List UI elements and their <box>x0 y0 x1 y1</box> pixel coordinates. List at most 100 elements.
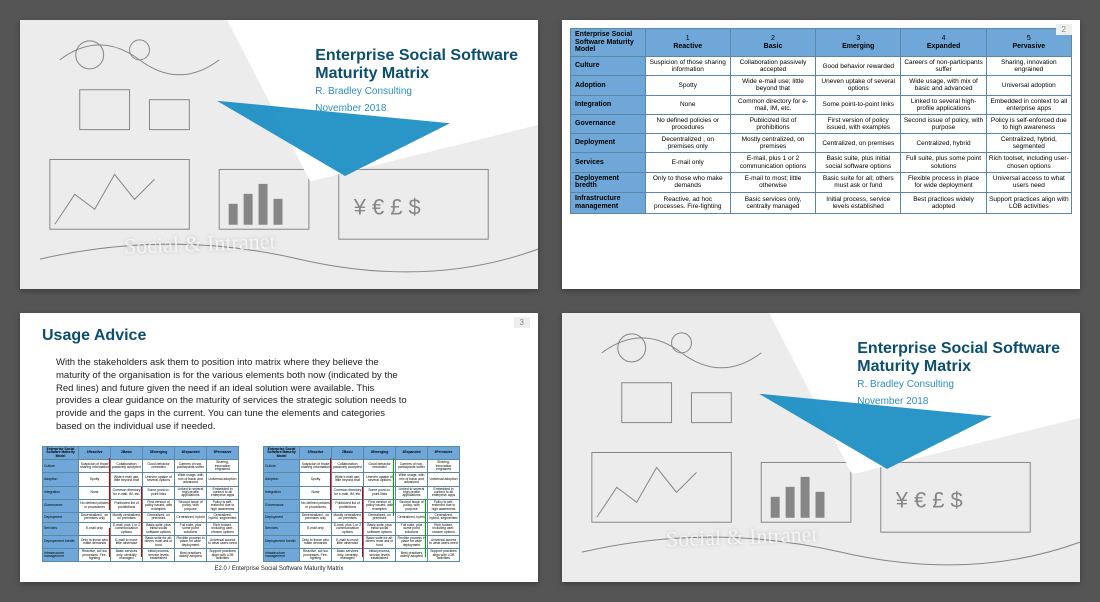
title-block: Enterprise Social Software Maturity Matr… <box>857 340 1064 407</box>
matrix-cell: Suspicion of those sharing information <box>645 57 730 76</box>
matrix-cell: Common directory for e-mail, IM, etc. <box>332 486 364 499</box>
matrix-cell: Embedded in context to all enterprise ap… <box>428 486 460 499</box>
green-guideline <box>393 458 394 517</box>
matrix-cell: Decentralized , on premises only <box>79 512 111 522</box>
matrix-cell: Spotty <box>645 76 730 95</box>
matrix-cell: E-mail, plus 1 or 2 communication option… <box>111 522 143 535</box>
matrix-cell: Careers of non-participants suffer <box>901 57 986 76</box>
matrix-cell: E-mail only <box>300 522 332 535</box>
title-line-1: Enterprise Social Software <box>315 47 518 64</box>
matrix-cell: Only to those who make demands <box>300 536 332 549</box>
matrix-cell: Centralized, hybrid <box>175 512 207 522</box>
matrix-cell: E-mail only <box>645 153 730 172</box>
matrix-cell: Centralized, hybrid <box>901 134 986 153</box>
matrix-cell: Policy is self-enforced due to high awar… <box>428 499 460 512</box>
matrix-cell: E-mail to most; little otherwise <box>730 172 815 192</box>
matrix-cell: No defined policies or procedures <box>300 499 332 512</box>
matrix-cell: E-mail, plus 1 or 2 communication option… <box>332 522 364 535</box>
matrix-cell: Universal adoption <box>207 473 239 486</box>
matrix-cell: Common directory for e-mail, IM, etc. <box>730 95 815 114</box>
slide-1-title: ¥ € £ $ Enterprise Social Software Matur… <box>20 20 538 289</box>
matrix-corner: Enterprise Social Software Maturity Mode… <box>571 29 646 57</box>
matrix-cell: Uneven uptake of several options <box>816 76 901 95</box>
matrix-row-deployment: Deployment <box>264 512 300 522</box>
title-line-2: Maturity Matrix <box>857 358 971 375</box>
matrix-cell: Full suite, plus some point solutions <box>901 153 986 172</box>
slide-subtitle: R. Bradley Consulting <box>315 86 522 97</box>
matrix-cell: Only to those who make demands <box>645 172 730 192</box>
matrix-row-culture: Culture <box>571 57 646 76</box>
matrix-col-pervasive: 5Pervasive <box>207 446 239 459</box>
matrix-cell: Wide usage, with mix of basic and advanc… <box>396 473 428 486</box>
matrix-cell: Support practices align with LOB activit… <box>207 549 239 562</box>
matrix-cell: Basic services only, centrally managed <box>730 193 815 213</box>
matrix-cell: Rich toolset, including user-chosen opti… <box>428 522 460 535</box>
matrix-col-expanded: 4Expanded <box>396 446 428 459</box>
matrix-cell: Universal adoption <box>428 473 460 486</box>
matrix-cell: Decentralized , on premises only <box>645 134 730 153</box>
matrix-cell: Publicized list of prohibitions <box>332 499 364 512</box>
matrix-row-integration: Integration <box>571 95 646 114</box>
matrix-cell: No defined policies or procedures <box>79 499 111 512</box>
matrix-cell: Support practices align with LOB activit… <box>986 193 1071 213</box>
matrix-cell: Reactive, ad hoc processes. Fire-fightin… <box>645 193 730 213</box>
matrix-cell: Basic services only, centrally managed <box>111 549 143 562</box>
matrix-cell: Universal access to what users need <box>207 536 239 549</box>
matrix-cell: Centralized, on premises <box>143 512 175 522</box>
matrix-cell: Some point-to-point links <box>143 486 175 499</box>
red-guideline <box>109 458 110 511</box>
matrix-cell: Spotty <box>300 473 332 486</box>
slide-3-advice: 3 Usage Advice With the stakeholders ask… <box>20 313 538 582</box>
matrix-cell: None <box>79 486 111 499</box>
matrix-row-services: Services <box>264 522 300 535</box>
matrix-cell: Collaboration passively accepted <box>730 57 815 76</box>
matrix-cell: Sharing, innovation engrained <box>428 460 460 473</box>
red-guideline <box>362 487 363 557</box>
matrix-corner: Enterprise Social Software Maturity Mode… <box>264 446 300 459</box>
matrix-cell: Flexible process in place for wide deplo… <box>901 172 986 192</box>
matrix-col-reactive: 1Reactive <box>645 29 730 57</box>
matrix-cell: Reactive, ad hoc processes. Fire-fightin… <box>79 549 111 562</box>
matrix-cell: Mostly centralized, on premises <box>730 134 815 153</box>
slide-subtitle: R. Bradley Consulting <box>857 379 1064 390</box>
mini-matrix-row: Enterprise Social Software Maturity Mode… <box>42 446 516 563</box>
svg-text:¥ € £ $: ¥ € £ $ <box>353 194 421 219</box>
matrix-row-deployement-bredth: Deployement bredth <box>43 536 79 549</box>
matrix-cell: Collaboration passively accepted <box>111 460 143 473</box>
matrix-cell: E-mail, plus 1 or 2 communication option… <box>730 153 815 172</box>
matrix-cell: Linked to several high-profile applicati… <box>175 486 207 499</box>
matrix-cell: Best practices widely adopted <box>901 193 986 213</box>
matrix-cell: Initial process, service levels establis… <box>364 549 396 562</box>
title-block: Enterprise Social Software Maturity Matr… <box>315 47 522 114</box>
matrix-cell: Full suite, plus some point solutions <box>175 522 207 535</box>
matrix-cell: Basic suite, plus initial social softwar… <box>364 522 396 535</box>
matrix-cell: Careers of non-participants suffer <box>396 460 428 473</box>
matrix-cell: Flexible process in place for wide deplo… <box>175 536 207 549</box>
matrix-cell: E-mail to most; little otherwise <box>111 536 143 549</box>
advice-heading: Usage Advice <box>42 327 516 345</box>
mini-caption: E2.0 / Enterprise Social Software Maturi… <box>42 566 516 572</box>
slide-date: November 2018 <box>315 103 522 114</box>
matrix-row-governance: Governance <box>43 499 79 512</box>
matrix-row-adoption: Adoption <box>571 76 646 95</box>
matrix-cell: Rich toolset, including user-chosen opti… <box>207 522 239 535</box>
watermark-text: Social & Intranet <box>123 228 275 259</box>
matrix-cell: Some point-to-point links <box>816 95 901 114</box>
slide-grid: ¥ € £ $ Enterprise Social Software Matur… <box>20 20 1080 582</box>
matrix-corner: Enterprise Social Software Maturity Mode… <box>43 446 79 459</box>
matrix-cell: Common directory for e-mail, IM, etc. <box>111 486 143 499</box>
matrix-cell: Some point-to-point links <box>364 486 396 499</box>
matrix-cell: Decentralized , on premises only <box>300 512 332 522</box>
matrix-col-emerging: 3Emerging <box>143 446 175 459</box>
matrix-cell: Centralized, hybrid, segmented <box>986 134 1071 153</box>
advice-body: With the stakeholders ask them to positi… <box>56 357 412 434</box>
matrix-cell: Collaboration passively accepted <box>332 460 364 473</box>
matrix-cell: First version of policy issued, with exa… <box>143 499 175 512</box>
matrix-col-expanded: 4Expanded <box>175 446 207 459</box>
matrix-row-deployement-bredth: Deployement bredth <box>264 536 300 549</box>
matrix-cell: Second issue of policy, with purpose <box>175 499 207 512</box>
matrix-cell: Second issue of policy, with purpose <box>396 499 428 512</box>
matrix-cell: Universal access to what users need <box>428 536 460 549</box>
matrix-col-pervasive: 5Pervasive <box>428 446 460 459</box>
svg-text:¥ € £ $: ¥ € £ $ <box>895 487 963 512</box>
